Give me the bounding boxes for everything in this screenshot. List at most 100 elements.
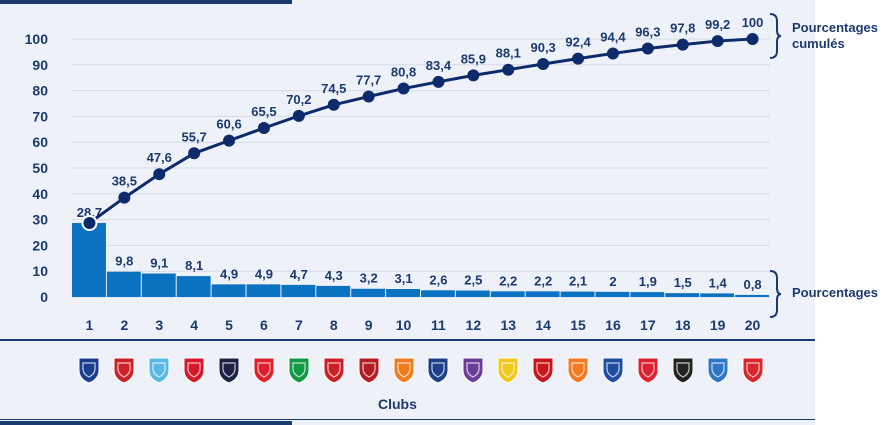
bar-value-label: 8,1 xyxy=(185,258,203,273)
x-tick-label: 2 xyxy=(120,317,128,333)
cumulative-point xyxy=(502,63,515,76)
bar xyxy=(72,222,106,297)
cumulative-line-group: 38,5 47,6 55,7 60,6 65,5 70,2 74,5 77,7 80,8 83,4… xyxy=(81,15,764,231)
cumulative-point xyxy=(257,122,270,135)
bar-value-label: 3,1 xyxy=(395,271,413,286)
bar-value-label: 4,9 xyxy=(255,266,273,281)
cumulative-value-label: 47,6 xyxy=(147,150,172,165)
x-tick-label: 11 xyxy=(431,317,446,333)
bar xyxy=(386,289,420,297)
cumulative-value-label: 90,3 xyxy=(530,40,555,55)
nantes-logo xyxy=(495,356,521,384)
cumulative-point xyxy=(153,168,166,181)
legend-label-cumulative-line2: cumulés xyxy=(792,36,845,51)
legend-bracket xyxy=(769,270,782,318)
bordeaux-logo xyxy=(216,356,242,384)
cumulative-value-label: 92,4 xyxy=(565,35,591,50)
x-tick-label: 14 xyxy=(535,317,551,333)
bar-value-label: 2,2 xyxy=(534,273,552,288)
cumulative-value-label: 65,5 xyxy=(251,104,276,119)
cumulative-value-label: 55,7 xyxy=(181,129,206,144)
cumulative-value-label: 100 xyxy=(742,15,764,30)
bar xyxy=(665,293,700,297)
bar xyxy=(560,291,595,297)
bar xyxy=(246,284,281,297)
y-tick-label: 80 xyxy=(32,83,48,99)
cumulative-point xyxy=(188,147,201,160)
x-tick-label: 9 xyxy=(365,317,373,333)
troyes-logo xyxy=(705,356,731,384)
bastia-logo xyxy=(600,356,626,384)
cumulative-point xyxy=(641,42,654,55)
cumulative-point xyxy=(746,33,759,45)
lyon-logo xyxy=(111,356,137,384)
cumulative-value-label: 83,4 xyxy=(426,58,452,73)
bar xyxy=(176,276,211,297)
cumulative-value-label: 74,5 xyxy=(321,81,346,96)
lorient-logo xyxy=(565,356,591,384)
bar xyxy=(630,292,665,297)
cumulative-point xyxy=(292,109,305,122)
x-tick-label: 18 xyxy=(675,317,691,333)
y-tick-label: 50 xyxy=(32,160,48,176)
bar-value-label: 1,5 xyxy=(674,275,692,290)
bar-labels-group: 28,7 9,8 9,1 8,1 4,9 4,9 4,7 4,3 3,2 3,1 2,6 2,5 2,2… xyxy=(77,205,762,292)
x-tick-label: 1 xyxy=(86,317,94,333)
bar xyxy=(211,284,246,297)
y-tick-label: 0 xyxy=(40,289,48,305)
bar xyxy=(421,290,455,297)
bar-value-label: 3,2 xyxy=(360,271,378,286)
cumulative-value-label: 85,9 xyxy=(461,51,486,66)
cumulative-point xyxy=(81,214,98,231)
cumulative-value-label: 96,3 xyxy=(635,25,660,40)
guingamp-logo xyxy=(530,356,556,384)
bar-value-label: 4,9 xyxy=(220,266,238,281)
legend-bracket xyxy=(769,13,782,59)
x-tick-label: 5 xyxy=(225,317,233,333)
monaco-logo xyxy=(181,356,207,384)
bar-value-label: 2,5 xyxy=(464,273,482,288)
cumulative-point xyxy=(606,47,619,60)
bar-value-label: 1,9 xyxy=(639,274,657,289)
bar xyxy=(351,288,386,297)
y-tick-label: 100 xyxy=(25,31,49,47)
psg-logo xyxy=(76,356,102,384)
x-axis-title: Clubs xyxy=(378,396,417,412)
cumulative-point xyxy=(362,90,375,103)
bar xyxy=(490,291,525,297)
cumulative-value-label: 99,2 xyxy=(705,17,730,32)
gazelec-ajaccio-logo xyxy=(740,356,766,384)
axis-separator-line xyxy=(0,339,815,341)
x-tick-labels: 1 2 3 4 5 6 7 8 9 10 11 12 13 14 15 16 17 18 19 20 xyxy=(86,317,761,333)
bar xyxy=(316,285,351,297)
cumulative-point xyxy=(537,58,550,71)
x-tick-label: 7 xyxy=(295,317,303,333)
angers-logo xyxy=(670,356,696,384)
bar xyxy=(700,293,735,297)
x-tick-label: 16 xyxy=(605,317,621,333)
x-tick-label: 4 xyxy=(190,317,198,333)
cumulative-point xyxy=(572,52,585,65)
bar-value-label: 1,4 xyxy=(709,275,728,290)
bar-value-label: 0,8 xyxy=(744,277,762,292)
toulouse-logo xyxy=(460,356,486,384)
bottom-separator-line xyxy=(0,419,815,420)
nice-logo xyxy=(356,356,382,384)
y-tick-label: 70 xyxy=(32,108,48,124)
bar xyxy=(281,284,316,297)
cumulative-value-label: 77,7 xyxy=(356,73,381,88)
x-tick-label: 19 xyxy=(710,317,726,333)
cumulative-point xyxy=(432,75,445,88)
cumulative-point xyxy=(223,134,236,147)
bar xyxy=(106,271,141,297)
y-tick-labels: 0 10 20 30 40 50 60 70 80 90 100 xyxy=(25,31,49,305)
lille-logo xyxy=(251,356,277,384)
bar-value-label: 2,1 xyxy=(569,274,587,289)
bars-group xyxy=(72,222,769,297)
cumulative-value-label: 80,8 xyxy=(391,65,416,80)
x-tick-label: 3 xyxy=(155,317,163,333)
x-tick-label: 6 xyxy=(260,317,268,333)
x-tick-label: 17 xyxy=(640,317,656,333)
cumulative-point xyxy=(118,191,131,204)
